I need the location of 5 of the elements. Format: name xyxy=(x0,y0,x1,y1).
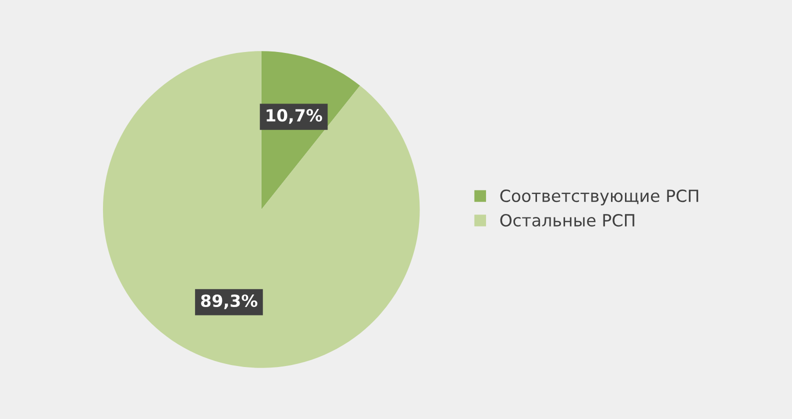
data-label: 10,7% xyxy=(266,109,322,124)
legend-label: Соответствующие РСП xyxy=(500,189,698,206)
pie-slice xyxy=(102,51,420,368)
data-label: 89,3% xyxy=(201,294,258,310)
legend-label: Остальные РСП xyxy=(500,214,634,227)
